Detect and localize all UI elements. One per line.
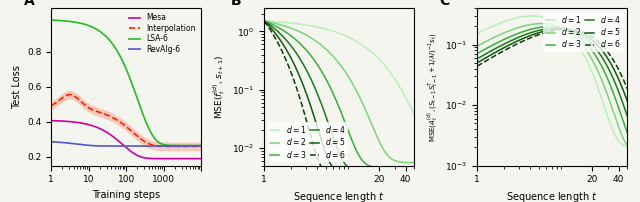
Y-axis label: MSE$(A_t^{(d)}, (S_{t-1}S_{t-1}^T + 1/\lambda I)^{-1}s_t)$: MSE$(A_t^{(d)}, (S_{t-1}S_{t-1}^T + 1/\l… [424,32,440,142]
Y-axis label: Test Loss: Test Loss [12,65,22,109]
X-axis label: Sequence length $t$: Sequence length $t$ [506,190,598,202]
Text: C: C [440,0,450,8]
Legend: Mesa, Interpolation, LSA-6, RevAlg-6: Mesa, Interpolation, LSA-6, RevAlg-6 [127,12,197,56]
Text: B: B [231,0,242,8]
X-axis label: Training steps: Training steps [92,190,160,200]
Text: A: A [24,0,35,8]
Legend: $d = 1$, $d = 2$, $d = 3$, $d = 4$, $d = 5$, $d = 6$: $d = 1$, $d = 2$, $d = 3$, $d = 4$, $d =… [543,12,623,52]
Y-axis label: MSE$(f_t^{(d)}, s_{t+1})$: MSE$(f_t^{(d)}, s_{t+1})$ [211,55,227,119]
X-axis label: Sequence length $t$: Sequence length $t$ [294,190,385,202]
Legend: $d = 1$, $d = 2$, $d = 3$, $d = 4$, $d = 5$, $d = 6$: $d = 1$, $d = 2$, $d = 3$, $d = 4$, $d =… [268,122,348,162]
